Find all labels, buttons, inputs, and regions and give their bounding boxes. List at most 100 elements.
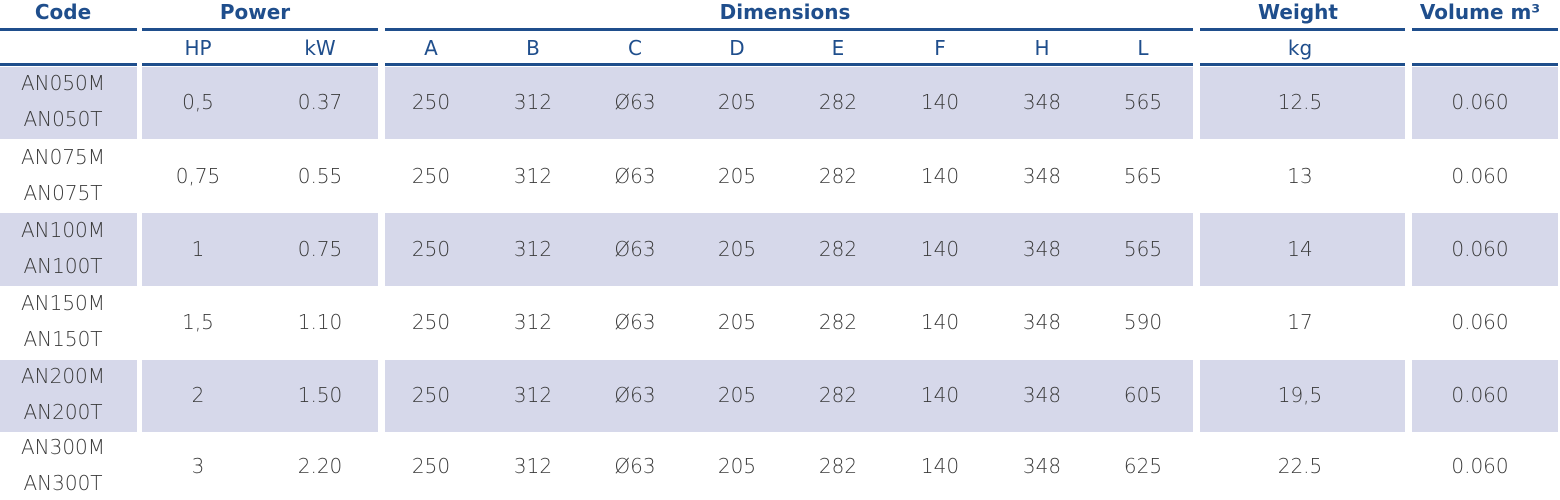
value-cell: 0.060: [1451, 163, 1509, 188]
code-cell: AN200T: [23, 400, 103, 424]
value-cell: 250: [411, 163, 451, 188]
value-cell: Ø63: [614, 309, 656, 334]
row-shade: [1200, 67, 1405, 139]
unit-header: kg: [1287, 36, 1313, 60]
header-rule: [385, 28, 1193, 31]
header-rule: [1200, 28, 1405, 31]
value-cell: 205: [717, 236, 757, 261]
unit-header: HP: [184, 36, 212, 60]
value-cell: 0,75: [175, 163, 221, 188]
value-cell: Ø63: [614, 383, 656, 407]
row-shade: [0, 213, 137, 286]
value-cell: 205: [717, 454, 757, 478]
group-header: Code: [34, 0, 92, 24]
value-cell: 19,5: [1277, 383, 1323, 407]
value-cell: 12.5: [1277, 90, 1323, 114]
header-rule: [1412, 28, 1558, 31]
value-cell: 312: [513, 236, 553, 261]
value-cell: 250: [411, 236, 451, 261]
row-shade: [1412, 67, 1558, 139]
value-cell: 22.5: [1277, 454, 1323, 478]
group-header: Dimensions: [719, 0, 851, 24]
row-shade: [142, 67, 378, 139]
group-header: Weight: [1258, 0, 1338, 24]
value-cell: 590: [1123, 309, 1163, 334]
value-cell: 205: [717, 383, 757, 407]
value-cell: 282: [818, 163, 858, 188]
code-cell: AN075M: [20, 144, 106, 169]
code-cell: AN300T: [23, 471, 103, 495]
value-cell: 348: [1022, 454, 1062, 478]
value-cell: 205: [717, 309, 757, 334]
unit-header: D: [729, 36, 745, 60]
value-cell: 250: [411, 90, 451, 114]
header-rule: [142, 63, 378, 66]
value-cell: 282: [818, 454, 858, 478]
value-cell: 17: [1287, 309, 1313, 334]
unit-header: F: [934, 36, 946, 60]
value-cell: 312: [513, 383, 553, 407]
value-cell: 348: [1022, 236, 1062, 261]
row-shade: [385, 360, 1193, 432]
row-shade: [0, 360, 137, 432]
code-cell: AN300M: [20, 435, 106, 459]
value-cell: 605: [1123, 383, 1163, 407]
header-rule: [1412, 63, 1558, 66]
value-cell: 205: [717, 163, 757, 188]
value-cell: 565: [1123, 90, 1163, 114]
value-cell: 0,5: [182, 90, 214, 114]
value-cell: 0.060: [1451, 454, 1509, 478]
value-cell: Ø63: [614, 454, 656, 478]
code-cell: AN200M: [20, 364, 106, 388]
code-cell: AN075T: [23, 180, 103, 205]
value-cell: 282: [818, 383, 858, 407]
value-cell: 140: [920, 163, 960, 188]
value-cell: 282: [818, 309, 858, 334]
value-cell: 0.060: [1451, 383, 1509, 407]
value-cell: Ø63: [614, 163, 656, 188]
code-cell: AN100M: [20, 217, 106, 242]
value-cell: 312: [513, 163, 553, 188]
code-cell: AN050M: [20, 71, 106, 95]
value-cell: 13: [1287, 163, 1313, 188]
value-cell: 312: [513, 454, 553, 478]
code-cell: AN150T: [23, 326, 103, 351]
group-header: Power: [219, 0, 291, 24]
code-cell: AN150M: [20, 290, 106, 315]
value-cell: 1,5: [182, 309, 214, 334]
code-cell: AN050T: [23, 107, 103, 131]
row-shade: [1200, 213, 1405, 286]
value-cell: 2.20: [297, 454, 343, 478]
value-cell: 312: [513, 90, 553, 114]
header-rule: [0, 28, 137, 31]
row-shade: [1412, 360, 1558, 432]
value-cell: 0.55: [297, 163, 343, 188]
row-shade: [142, 360, 378, 432]
value-cell: 1.50: [297, 383, 343, 407]
value-cell: 565: [1123, 236, 1163, 261]
value-cell: 1: [191, 236, 205, 261]
header-rule: [1200, 63, 1405, 66]
value-cell: 14: [1287, 236, 1313, 261]
header-rule: [385, 63, 1193, 66]
code-cell: AN100T: [23, 253, 103, 278]
value-cell: 282: [818, 90, 858, 114]
value-cell: 140: [920, 454, 960, 478]
value-cell: 250: [411, 309, 451, 334]
value-cell: 250: [411, 454, 451, 478]
value-cell: 282: [818, 236, 858, 261]
value-cell: 0.37: [297, 90, 343, 114]
value-cell: 250: [411, 383, 451, 407]
row-shade: [385, 213, 1193, 286]
value-cell: 1.10: [297, 309, 343, 334]
unit-header: A: [424, 36, 438, 60]
value-cell: 140: [920, 383, 960, 407]
row-shade: [1412, 213, 1558, 286]
value-cell: 312: [513, 309, 553, 334]
row-shade: [0, 67, 137, 139]
value-cell: 3: [191, 454, 205, 478]
value-cell: Ø63: [614, 90, 656, 114]
header-rule: [0, 63, 137, 66]
row-shade: [1200, 360, 1405, 432]
